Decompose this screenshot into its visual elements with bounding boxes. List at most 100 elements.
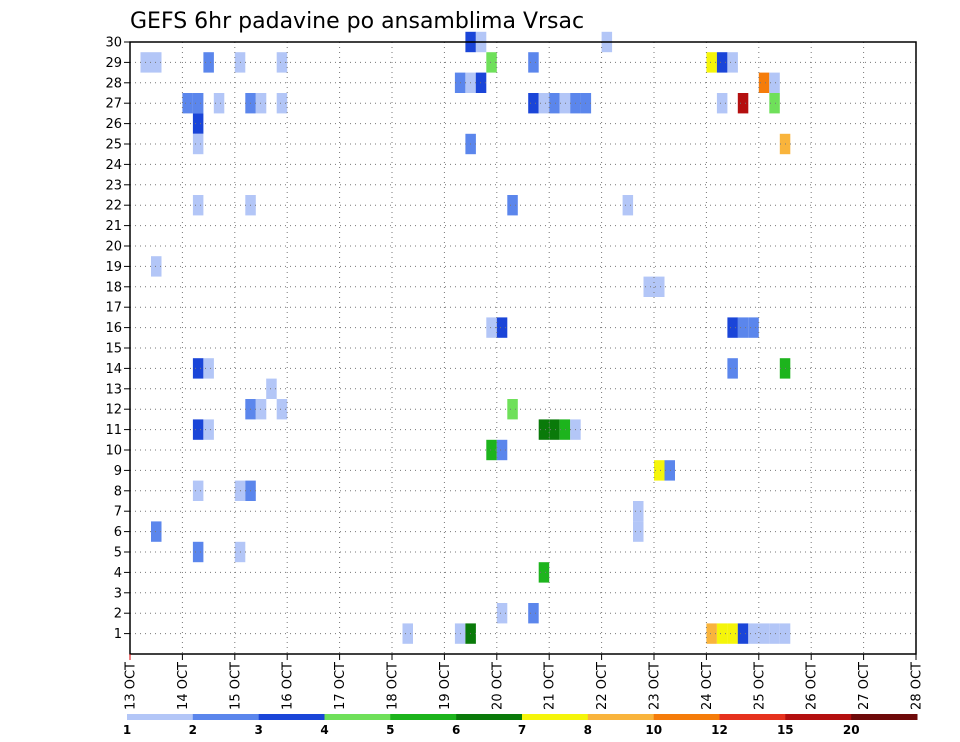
x-tick-label: 15 OCT [228, 662, 243, 710]
y-tick-label: 6 [114, 525, 122, 540]
y-tick-label: 17 [105, 301, 122, 316]
precip-cell [507, 195, 518, 216]
y-tick-label: 23 [105, 178, 122, 193]
precip-cell [528, 603, 539, 624]
precip-cell [716, 52, 728, 73]
precip-cell [737, 317, 749, 338]
precip-cell [706, 52, 717, 73]
legend-swatch [522, 714, 589, 720]
legend-label: 6 [452, 723, 460, 737]
precip-cell [538, 419, 550, 440]
y-tick-label: 13 [105, 382, 122, 397]
precip-cell [549, 93, 560, 114]
x-axis: 13 OCT 14 OCT 15 OCT 16 OCT 17 OCT 18 OCT 19 O… [124, 654, 925, 710]
y-tick-label: 9 [114, 464, 122, 479]
precip-cell [528, 52, 539, 73]
legend-swatch [324, 714, 391, 720]
precip-cell [706, 623, 717, 644]
precip-cell [192, 113, 204, 134]
precip-cell [255, 93, 267, 114]
precip-cell [538, 93, 550, 114]
precip-cell [192, 358, 204, 379]
y-tick-label: 12 [105, 403, 122, 418]
precip-cell [486, 439, 497, 461]
precip-cell [276, 399, 288, 420]
precip-cell [643, 276, 654, 297]
precip-cell [633, 501, 644, 522]
precip-cell [727, 317, 738, 338]
precip-cell [664, 460, 675, 481]
y-tick-label: 28 [105, 76, 122, 91]
y-tick-label: 18 [105, 280, 122, 295]
precip-cell [769, 623, 780, 644]
x-tick-label: 22 OCT [595, 662, 610, 710]
precip-cell [255, 399, 267, 420]
precip-cell [266, 378, 277, 399]
y-tick-label: 16 [105, 321, 122, 336]
precip-cell [737, 93, 749, 114]
x-tick-label: 21 OCT [543, 662, 558, 710]
y-tick-label: 4 [114, 566, 122, 581]
y-tick-label: 19 [105, 260, 122, 275]
y-tick-label: 7 [114, 505, 122, 520]
precip-cell [622, 195, 634, 216]
legend-label: 15 [777, 723, 794, 737]
precip-cell [402, 623, 413, 644]
precip-cell [192, 480, 204, 501]
precip-cell [496, 603, 508, 624]
color-legend: 1 2 3 4 5 6 7 8 10 12 15 20 [123, 714, 918, 737]
y-tick-label: 8 [114, 484, 122, 499]
precip-cell [203, 52, 214, 73]
x-tick-label: 27 OCT [857, 662, 872, 710]
precip-cell [486, 52, 497, 73]
plot-frame [129, 41, 917, 655]
precip-cell [727, 358, 738, 379]
legend-swatch [456, 714, 523, 720]
legend-swatch [653, 714, 720, 720]
chart-title: GEFS 6hr padavine po ansamblima Vrsac [130, 9, 584, 34]
precip-cell [496, 439, 508, 461]
y-tick-label: 20 [105, 240, 122, 255]
precip-cell [192, 133, 204, 155]
x-tick-label: 18 OCT [386, 662, 401, 710]
legend-label: 12 [711, 723, 728, 737]
y-tick-label: 21 [105, 219, 122, 234]
precip-cell [151, 52, 162, 73]
precip-cell [276, 93, 288, 114]
precip-cell [769, 93, 780, 114]
precip-cell [213, 93, 225, 114]
precip-cell [486, 317, 497, 338]
precip-cell [758, 623, 770, 644]
x-tick-label: 28 OCT [910, 662, 925, 710]
precip-cell [716, 93, 728, 114]
y-axis: 1234567891011121314151617181920212223242… [105, 36, 130, 642]
legend-label: 10 [645, 723, 662, 737]
x-tick-label: 17 OCT [333, 662, 348, 710]
precip-cell [727, 52, 738, 73]
precip-cell [496, 317, 508, 338]
precip-cell [151, 256, 162, 277]
y-tick-label: 2 [114, 607, 122, 622]
y-tick-label: 22 [105, 199, 122, 214]
precip-cell [192, 541, 204, 563]
precip-cell [528, 93, 539, 114]
legend-swatch [258, 714, 325, 720]
legend-label: 7 [518, 723, 526, 737]
precip-cell [559, 93, 571, 114]
legend-swatch [192, 714, 260, 720]
legend-label: 5 [386, 723, 394, 737]
x-tick-label: 13 OCT [124, 662, 139, 710]
x-tick-label: 20 OCT [490, 662, 505, 710]
precip-cell [538, 562, 550, 583]
legend-label: 2 [189, 723, 197, 737]
legend-label: 20 [843, 723, 860, 737]
precip-cell [559, 419, 571, 440]
y-tick-label: 26 [105, 117, 122, 132]
x-tick-label: 16 OCT [281, 662, 296, 710]
legend-swatch [390, 714, 457, 720]
precip-cell [192, 195, 204, 216]
y-tick-label: 10 [105, 444, 122, 459]
precip-cell [203, 358, 214, 379]
y-tick-label: 30 [105, 36, 122, 51]
